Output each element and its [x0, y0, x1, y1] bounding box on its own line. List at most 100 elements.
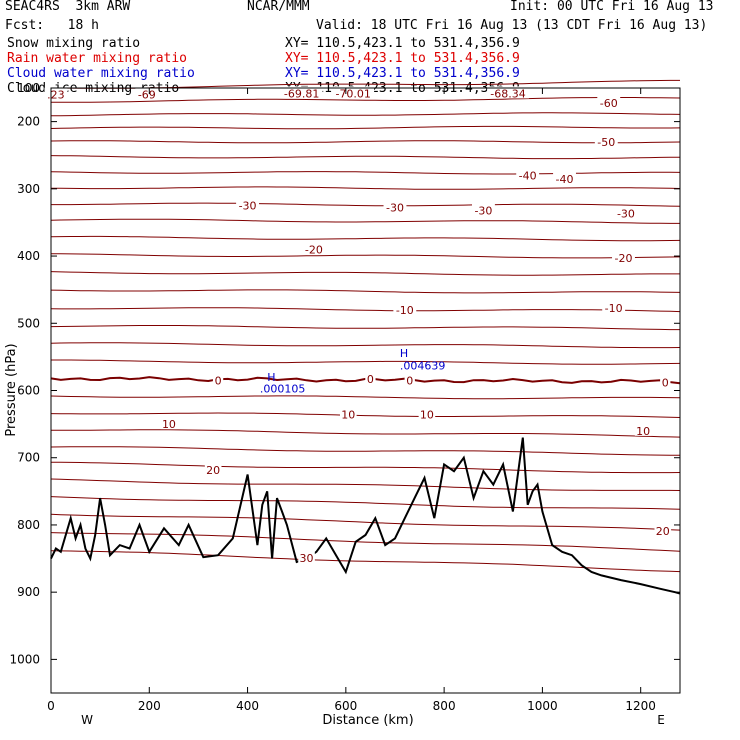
contour-label: 30	[300, 552, 314, 565]
valid-time: Valid: 18 UTC Fri 16 Aug 13 (13 CDT Fri …	[316, 18, 708, 33]
field-name-snow: Snow mixing ratio	[7, 36, 141, 51]
isotherm-contour	[50, 325, 680, 331]
y-tick-label: 800	[17, 518, 40, 532]
contour-label: -50	[597, 136, 615, 149]
isotherm-contour	[50, 271, 680, 276]
contour-label-bg	[634, 423, 652, 436]
contour-label-bg	[418, 407, 436, 420]
y-tick-label: 200	[17, 115, 40, 129]
contour-label: -20	[305, 243, 323, 256]
contour-label: 0	[662, 376, 669, 389]
contour-label-bg	[516, 168, 540, 181]
contour-label: -40	[519, 169, 537, 182]
contour-label-bg	[332, 86, 375, 99]
isotherm-contour	[50, 395, 681, 400]
isotherm-layer	[50, 79, 681, 573]
cloud-max-label: .000105	[260, 383, 306, 396]
contour-label: -68.34	[490, 87, 525, 100]
isotherm-contour	[50, 342, 681, 349]
contour-label: 0	[215, 374, 222, 387]
isotherm-contour	[50, 446, 680, 456]
isotherm-contour	[50, 112, 681, 117]
contour-label: -70.01	[335, 87, 370, 100]
x-tick-label: 1200	[625, 699, 656, 713]
cloud-max-label: H	[400, 347, 408, 360]
isotherm-contour	[51, 202, 681, 207]
contour-label-bg	[602, 300, 626, 313]
y-tick-label: 300	[17, 182, 40, 196]
isotherm-contour	[50, 496, 681, 510]
contour-label-bg	[365, 372, 376, 385]
isotherm-contour	[50, 140, 681, 144]
x-tick-label: 0	[47, 699, 55, 713]
x-end-label-west: W	[81, 713, 93, 727]
contour-label-bg	[340, 407, 357, 420]
x-tick-label: 800	[433, 699, 456, 713]
terrain-line	[50, 437, 681, 595]
x-tick-label: 600	[334, 699, 357, 713]
contour-label-bg	[654, 523, 672, 536]
contour-label-bg	[302, 242, 326, 255]
contour-label: -40	[556, 173, 574, 186]
isotherm-contour	[51, 429, 681, 438]
plot-frame	[50, 87, 681, 694]
contour-label-bg	[594, 134, 618, 147]
contour-label-bg	[471, 203, 495, 216]
contour-label-bg	[298, 550, 315, 563]
isotherm-contour	[50, 550, 681, 573]
cloud-max-label: .004639	[400, 360, 446, 373]
contour-label-bg	[160, 417, 178, 430]
isotherm-contour	[50, 461, 681, 474]
isotherm-contour	[51, 359, 681, 365]
x-tick-label: 400	[236, 699, 259, 713]
forecast-hour: Fcst: 18 h	[5, 18, 99, 33]
y-tick-label: 700	[17, 451, 40, 465]
y-axis-title: Pressure (hPa)	[4, 343, 19, 436]
isotherm-contour	[50, 478, 681, 491]
contour-label: 20	[206, 464, 220, 477]
x-axis-title: Distance (km)	[322, 713, 413, 728]
field-xy-snow: XY= 110.5,423.1 to 531.4,356.9	[285, 36, 520, 51]
y-tick-label: 900	[17, 585, 40, 599]
y-tick-label-100: 100	[17, 81, 40, 95]
y-tick-label: 600	[17, 384, 40, 398]
axis-layer: 0 200 400 600 800 1000 12002003004005006007008…	[9, 88, 680, 713]
field-xy-rain: XY= 110.5,423.1 to 531.4,356.9	[285, 51, 520, 66]
contour-label-bg	[44, 87, 68, 100]
contour-label: .23	[47, 89, 65, 102]
contour-label-bg	[393, 302, 417, 315]
contour-label-bg	[236, 198, 260, 211]
isotherm-contour	[50, 125, 681, 130]
isotherm-contour	[50, 513, 681, 531]
contour-label: 0	[406, 374, 413, 387]
isotherm-contour	[50, 171, 681, 175]
isotherm-contour	[50, 155, 681, 160]
contour-label: 20	[656, 525, 670, 538]
contour-label-bg	[487, 86, 529, 99]
contour-label: 10	[420, 409, 434, 422]
x-end-label-east: E	[657, 713, 665, 727]
init-time: Init: 00 UTC Fri 16 Aug 13	[510, 0, 714, 14]
contour-label: 10	[636, 425, 650, 438]
contour-label-layer: .23 -69 -69.81 -70.01 -68.34 -60 -50 -40 -40 -30 -…	[44, 86, 672, 565]
contour-label-bg	[135, 87, 159, 100]
contour-label: 0	[367, 373, 374, 386]
isotherm-contour	[50, 532, 681, 552]
field-name-cloud-water: Cloud water mixing ratio	[7, 66, 195, 81]
contour-label: -30	[474, 204, 492, 217]
x-tick-label: 1000	[527, 699, 558, 713]
x-tick-label: 200	[138, 699, 161, 713]
contour-label: -69	[138, 89, 156, 102]
contour-label: -20	[615, 252, 633, 265]
contour-label-bg	[597, 95, 621, 108]
field-xy-cloud-water: XY= 110.5,423.1 to 531.4,356.9	[285, 66, 520, 81]
contour-label-bg	[383, 200, 407, 213]
contour-label-bg	[553, 171, 576, 184]
isotherm-contour	[50, 186, 681, 190]
field-name-rain: Rain water mixing ratio	[7, 51, 188, 66]
contour-label-bg	[212, 373, 224, 386]
y-tick-label: 500	[17, 316, 40, 330]
center-title: NCAR/MMM	[247, 0, 310, 14]
isotherm-contour	[50, 235, 681, 242]
